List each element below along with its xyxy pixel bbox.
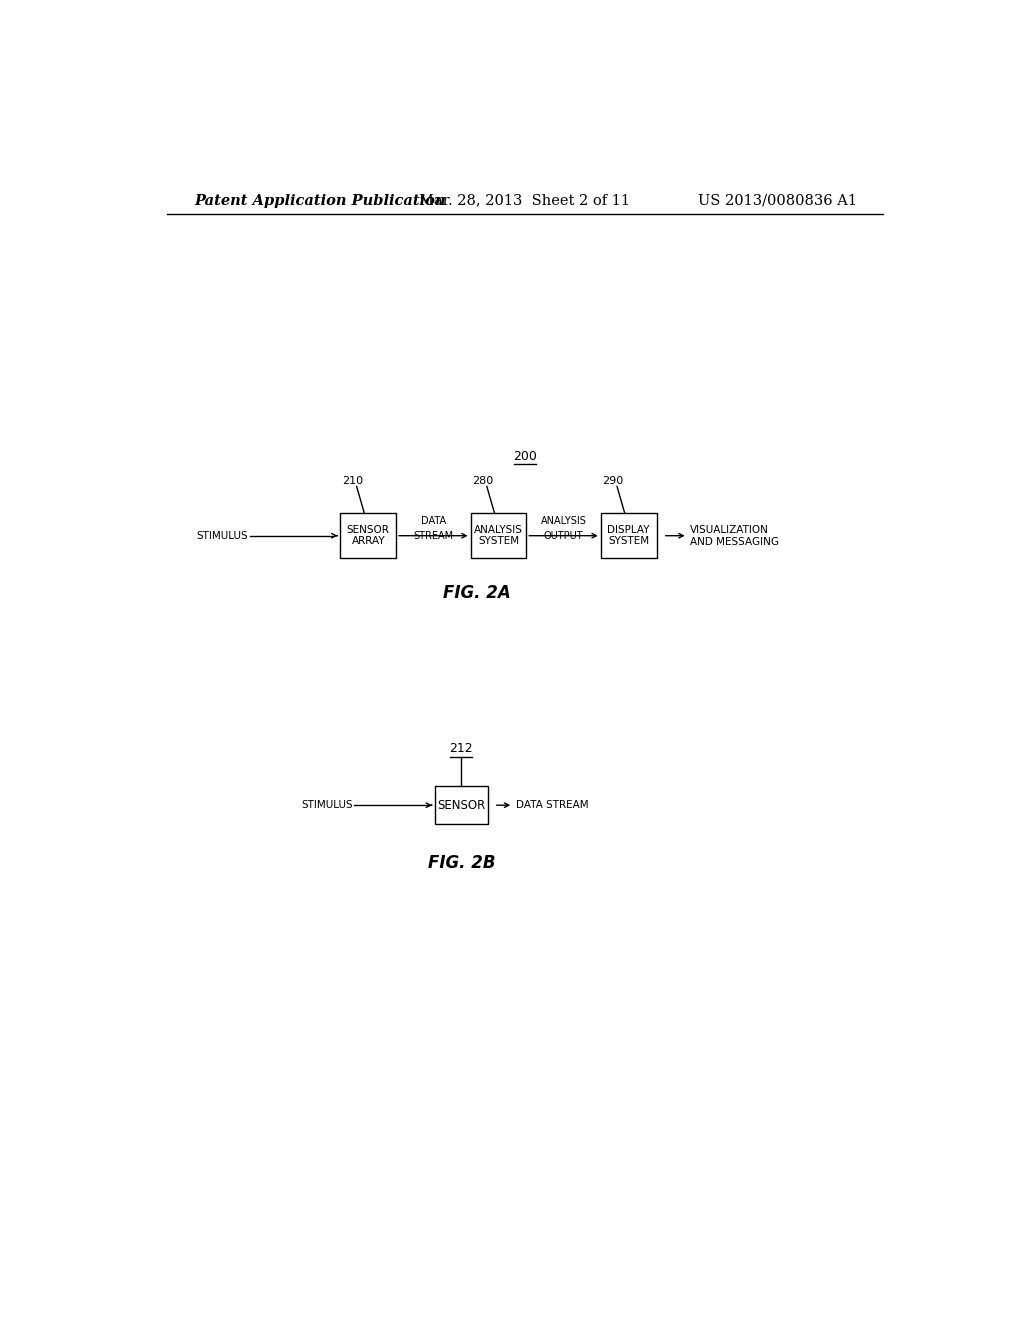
Text: STIMULUS: STIMULUS: [301, 800, 352, 810]
Text: 200: 200: [513, 450, 537, 462]
Text: ANALYSIS: ANALYSIS: [541, 516, 587, 527]
Text: DATA STREAM: DATA STREAM: [515, 800, 588, 810]
Text: FIG. 2A: FIG. 2A: [442, 585, 511, 602]
Text: DATA: DATA: [421, 516, 445, 527]
Text: FIG. 2B: FIG. 2B: [427, 854, 495, 873]
Text: STIMULUS: STIMULUS: [197, 531, 248, 541]
Text: 212: 212: [450, 742, 473, 755]
Text: SENSOR: SENSOR: [437, 799, 485, 812]
Text: Mar. 28, 2013  Sheet 2 of 11: Mar. 28, 2013 Sheet 2 of 11: [419, 194, 631, 207]
Text: 280: 280: [472, 475, 494, 486]
Text: STREAM: STREAM: [414, 531, 454, 541]
Bar: [340, 513, 396, 558]
Text: 210: 210: [342, 475, 364, 486]
Bar: [601, 513, 656, 558]
Text: VISUALIZATION: VISUALIZATION: [690, 525, 769, 536]
Text: Patent Application Publication: Patent Application Publication: [194, 194, 445, 207]
Text: ANALYSIS
SYSTEM: ANALYSIS SYSTEM: [474, 525, 523, 546]
Text: OUTPUT: OUTPUT: [544, 531, 584, 541]
Text: DISPLAY
SYSTEM: DISPLAY SYSTEM: [607, 525, 650, 546]
Text: US 2013/0080836 A1: US 2013/0080836 A1: [697, 194, 856, 207]
Bar: [435, 785, 487, 825]
Text: 290: 290: [602, 475, 624, 486]
Bar: [471, 513, 526, 558]
Text: AND MESSAGING: AND MESSAGING: [690, 537, 779, 546]
Text: SENSOR
ARRAY: SENSOR ARRAY: [347, 525, 390, 546]
